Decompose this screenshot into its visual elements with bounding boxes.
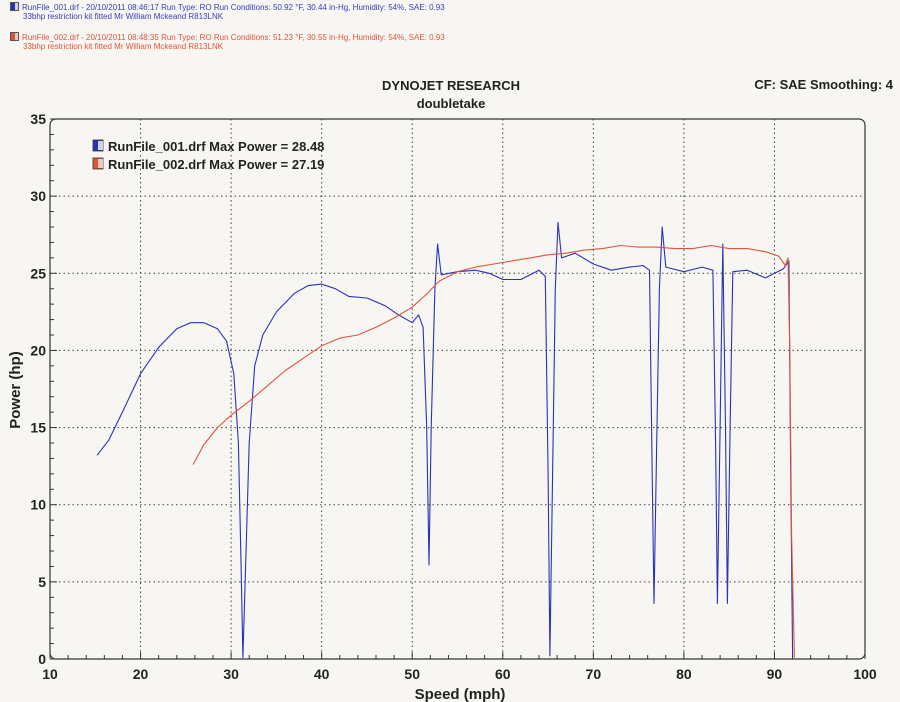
x-tick-label: 20 [133,666,149,682]
chart-title: DYNOJET RESEARCH [382,78,520,93]
run-file-1-swatch-icon [10,2,19,11]
y-tick-label: 10 [30,497,46,513]
legend-swatch-run1-highlight [98,141,103,150]
chart-grid [50,119,865,659]
series-layer [96,221,795,659]
chart-legend: RunFile_001.drf Max Power = 28.48 RunFil… [92,139,324,172]
y-tick-label: 5 [38,574,46,590]
x-axis-label: Speed (mph) [415,686,506,702]
y-tick-label: 0 [38,651,46,667]
chart-subtitle: doubletake [417,96,486,111]
y-tick-label: 15 [30,420,46,436]
y-axis-ticks: 0 5 10 15 20 25 30 35 [30,111,57,667]
run-file-2-line1: RunFile_002.drf - 20/10/2011 08:48:35 Ru… [10,32,445,42]
x-tick-label: 10 [42,666,58,682]
x-tick-label: 100 [853,666,877,682]
run-file-2-note: 33bhp restriction kit fitted Mr William … [23,42,224,51]
legend-swatch-run2-highlight [98,159,103,168]
run-file-1-line1: RunFile_001.drf - 20/10/2011 08:46:17 Ru… [10,2,445,12]
x-tick-label: 80 [676,666,692,682]
x-tick-label: 40 [314,666,330,682]
y-tick-label: 30 [30,188,46,204]
legend-label-run2: RunFile_002.drf Max Power = 27.19 [108,157,324,172]
x-axis-ticks: 10 20 30 40 50 60 70 80 90 100 [42,652,877,682]
series-line-run2 [192,244,795,658]
run-file-1-info: RunFile_001.drf - 20/10/2011 08:46:17 Ru… [22,3,445,12]
x-tick-label: 60 [495,666,511,682]
x-tick-label: 90 [767,666,783,682]
run-file-2-header: RunFile_002.drf - 20/10/2011 08:48:35 Ru… [10,32,445,51]
chart-corner-note: CF: SAE Smoothing: 4 [754,77,893,92]
run-file-2-info: RunFile_002.drf - 20/10/2011 08:48:35 Ru… [22,33,445,42]
x-tick-label: 30 [223,666,239,682]
y-tick-label: 20 [30,342,46,358]
series-line-run1 [96,221,794,659]
y-tick-label: 25 [30,265,46,281]
run-file-1-header: RunFile_001.drf - 20/10/2011 08:46:17 Ru… [10,2,445,21]
y-axis-label: Power (hp) [7,351,24,429]
x-tick-label: 50 [404,666,420,682]
y-tick-label: 35 [30,111,46,127]
x-tick-label: 70 [586,666,602,682]
plot-frame [49,118,866,660]
run-file-1-note: 33bhp restriction kit fitted Mr William … [23,12,224,21]
legend-label-run1: RunFile_001.drf Max Power = 28.48 [108,139,324,154]
run-file-2-swatch-icon [10,32,19,41]
